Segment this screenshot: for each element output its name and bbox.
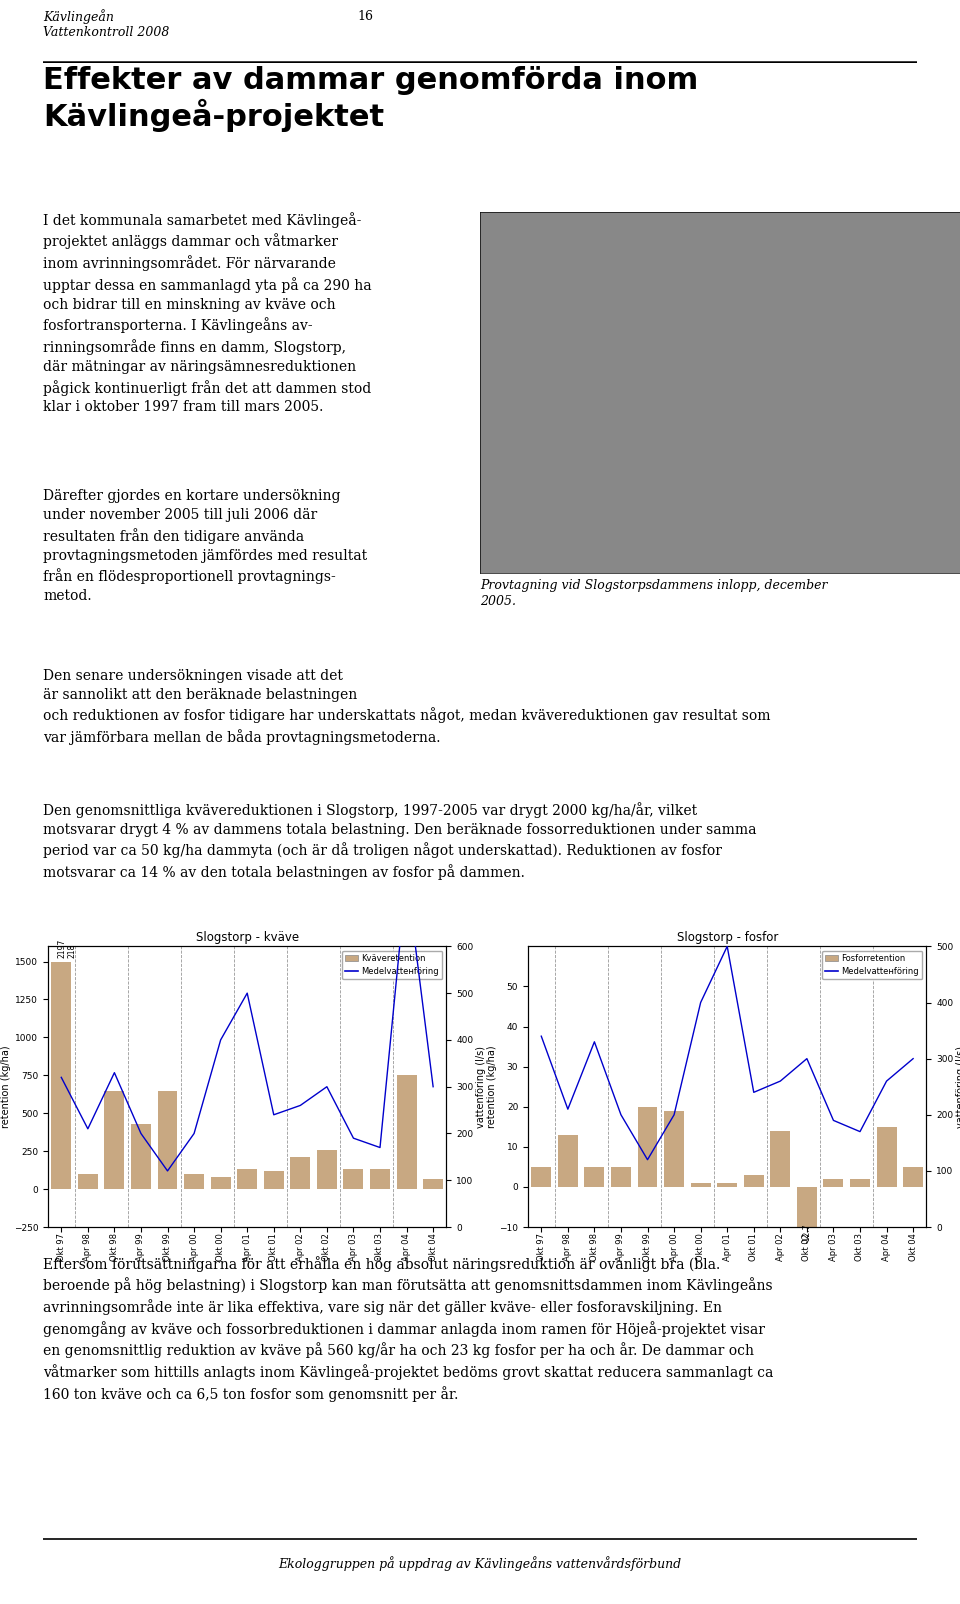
Bar [184,1174,204,1189]
Bar [770,1131,790,1187]
Title: Slogstorp - fosfor: Slogstorp - fosfor [677,930,778,943]
Y-axis label: vattenföring (l/s): vattenföring (l/s) [476,1046,486,1128]
Bar [850,1179,870,1187]
Bar [78,1174,98,1189]
Bar [157,1091,178,1189]
Bar [637,1107,658,1187]
Bar [396,1075,417,1189]
Bar [317,1150,337,1189]
Bar [690,1184,710,1187]
Text: Den genomsnittliga kvävereduktionen i Slogstorp, 1997-2005 var drygt 2000 kg/ha/: Den genomsnittliga kvävereduktionen i Sl… [43,802,756,881]
Bar [370,1169,390,1189]
Bar [290,1156,310,1189]
Legend: Kväveretention, Medelvattенföring: Kväveretention, Medelvattенföring [342,951,443,980]
Text: Ekologgruppen på uppdrag av Kävlingeåns vattenvårdsförbund: Ekologgruppen på uppdrag av Kävlingeåns … [278,1556,682,1572]
Bar [903,1168,924,1187]
Text: Provtagning vid Slogstorpsdammens inlopp, december
2005.: Provtagning vid Slogstorpsdammens inlopp… [480,579,828,608]
Bar [876,1128,897,1187]
Y-axis label: retention (kg/ha): retention (kg/ha) [487,1046,496,1128]
Text: I det kommunala samarbetet med Kävlingeå-
projektet anläggs dammar och våtmarker: I det kommunala samarbetet med Kävlingeå… [43,212,372,414]
Y-axis label: vattenföring (l/s): vattenföring (l/s) [956,1046,960,1128]
Bar [423,1179,444,1189]
Text: Kävlingeån
Vattenkontroll 2008: Kävlingeån Vattenkontroll 2008 [43,10,170,40]
Bar [264,1171,284,1189]
Text: Därefter gjordes en kortare undersökning
under november 2005 till juli 2006 där
: Därefter gjordes en kortare undersökning… [43,489,368,603]
Title: Slogstorp - kväve: Slogstorp - kväve [196,930,299,943]
Bar [717,1184,737,1187]
Bar [344,1169,364,1189]
Bar [105,1091,125,1189]
Text: Eftersom förutsättningarna för att erhålla en hög absolut näringsreduktion är ov: Eftersom förutsättningarna för att erhål… [43,1256,774,1402]
Text: 16: 16 [358,10,373,22]
Bar [744,1174,764,1187]
Bar [210,1177,230,1189]
Bar [531,1168,551,1187]
Text: 218: 218 [68,945,77,959]
Text: Effekter av dammar genomförda inom
Kävlingeå-projektet: Effekter av dammar genomförda inom Kävli… [43,66,699,132]
Bar [558,1136,578,1187]
Bar [585,1168,605,1187]
Bar [664,1110,684,1187]
Text: 2197: 2197 [58,940,66,959]
Text: Den senare undersökningen visade att det
är sannolikt att den beräknade belastni: Den senare undersökningen visade att det… [43,669,771,746]
Bar [237,1169,257,1189]
Bar [824,1179,844,1187]
Bar [51,961,71,1189]
Bar [797,1187,817,1235]
Text: -12.7: -12.7 [803,1224,811,1243]
Bar [611,1168,631,1187]
Y-axis label: retention (kg/ha): retention (kg/ha) [1,1046,11,1128]
Bar [131,1124,151,1189]
Legend: Fosforretention, Medelvattенföring: Fosforretention, Medelvattенföring [822,951,923,980]
